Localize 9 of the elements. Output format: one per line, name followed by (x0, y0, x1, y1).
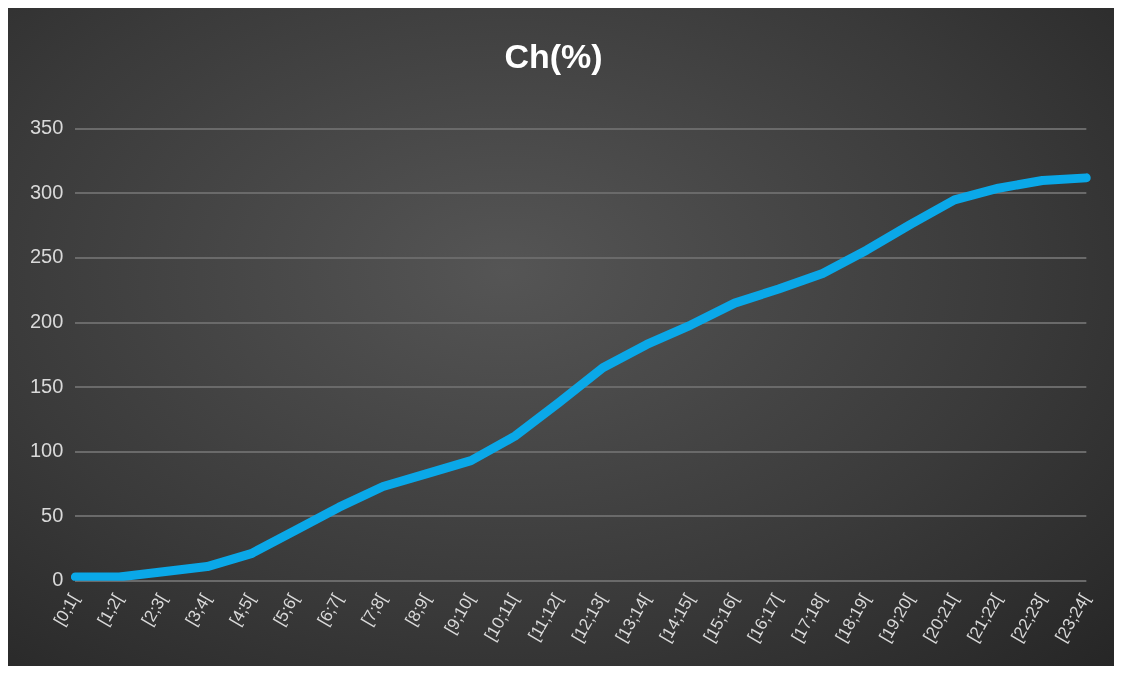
y-tick-label: 50 (41, 503, 64, 526)
y-tick-label: 250 (29, 245, 64, 268)
y-tick-label: 150 (29, 374, 64, 397)
y-tick-label: 350 (29, 116, 64, 139)
chart-title: Ch(%) (504, 36, 603, 75)
y-tick-label: 0 (52, 568, 64, 591)
y-tick-label: 300 (29, 180, 64, 203)
y-tick-label: 100 (29, 439, 64, 462)
y-tick-label: 200 (29, 310, 64, 333)
